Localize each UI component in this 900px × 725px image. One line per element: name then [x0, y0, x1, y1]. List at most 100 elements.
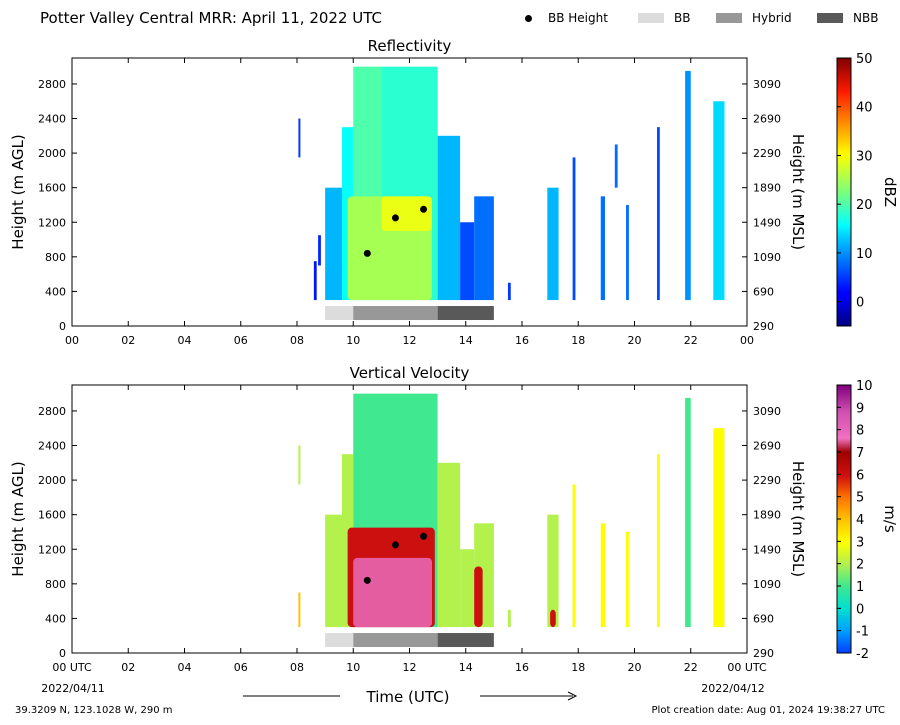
echo-core	[353, 557, 432, 628]
echo-core	[474, 566, 483, 628]
chart-title: Reflectivity	[368, 37, 452, 55]
bb-height-point	[363, 576, 371, 584]
x-tick-label: 18	[571, 334, 585, 347]
echo-region	[460, 549, 475, 628]
y-tick-label: 2000	[38, 147, 66, 160]
y-tick-label: 400	[45, 285, 66, 298]
x-tick-label: 06	[234, 334, 248, 347]
echo-region	[547, 514, 559, 628]
echo-region	[325, 187, 342, 301]
bb-swatch-icon	[638, 13, 664, 23]
legend-hybrid-label: Hybrid	[752, 11, 792, 25]
bb-height-point	[391, 214, 399, 222]
y-right-tick-label: 290	[753, 320, 774, 333]
echo-region	[713, 428, 725, 628]
x-tick-label: 08	[290, 661, 304, 674]
colorbar-tick-label: 1	[856, 580, 864, 595]
y-right-tick-label: 1490	[753, 216, 781, 229]
echo-region	[298, 445, 301, 485]
y-axis-label: Height (m AGL)	[9, 134, 27, 249]
echo-region	[325, 514, 342, 628]
y-axis-label-right: Height (m MSL)	[789, 134, 807, 250]
echo-region	[657, 454, 660, 628]
colorbar-tick-label: 4	[856, 513, 864, 528]
creation-date-label: Plot creation date: Aug 01, 2024 19:38:2…	[651, 705, 885, 716]
legend-hybrid: Hybrid	[716, 11, 792, 25]
echo-region	[474, 196, 494, 301]
y-right-tick-label: 290	[753, 647, 774, 660]
x-tick-label: 22	[684, 661, 698, 674]
x-tick-label: 14	[459, 334, 473, 347]
x-tick-label: 18	[571, 661, 585, 674]
colorbar-label: m/s	[881, 505, 899, 533]
x-tick-label: 14	[459, 661, 473, 674]
precip-type-segment	[353, 633, 438, 648]
y-right-tick-label: 2690	[753, 113, 781, 126]
bb-height-point	[391, 541, 399, 549]
y-right-tick-label: 1890	[753, 509, 781, 522]
x-tick-label: 00	[65, 334, 79, 347]
y-tick-label: 0	[59, 320, 66, 333]
x-tick-label: 20	[628, 661, 642, 674]
colorbar-tick-label: 9	[856, 401, 864, 416]
y-right-tick-label: 690	[753, 612, 774, 625]
y-tick-label: 800	[45, 578, 66, 591]
echo-region	[600, 196, 605, 301]
colorbar-label: dBZ	[881, 177, 899, 207]
date-start: 2022/04/11	[41, 682, 104, 695]
colorbar-tick-label: 50	[856, 52, 873, 67]
colorbar-tick-label: 6	[856, 468, 864, 483]
colorbar-tick-label: 3	[856, 535, 864, 550]
y-right-tick-label: 2290	[753, 474, 781, 487]
precip-type-segment	[325, 633, 354, 648]
colorbar-tick-label: 7	[856, 446, 864, 461]
x-tick-label: 00 UTC	[727, 661, 767, 674]
echo-region	[298, 592, 301, 628]
echo-region	[547, 187, 559, 301]
echo-region	[657, 127, 660, 301]
y-right-tick-label: 2690	[753, 440, 781, 453]
bb-height-marker-icon	[525, 14, 532, 22]
hybrid-swatch-icon	[716, 13, 742, 23]
y-right-tick-label: 3090	[753, 78, 781, 91]
legend-bb-label: BB	[674, 11, 691, 25]
legend-nbb-label: NBB	[853, 11, 879, 25]
y-tick-label: 1200	[38, 543, 66, 556]
y-tick-label: 1600	[38, 509, 66, 522]
legend-nbb: NBB	[817, 11, 878, 25]
y-right-tick-label: 1890	[753, 182, 781, 195]
x-tick-label: 16	[515, 661, 529, 674]
location-label: 39.3209 N, 123.1028 W, 290 m	[15, 705, 173, 716]
echo-region	[685, 397, 691, 628]
colorbar-tick-label: 10	[856, 379, 873, 394]
y-tick-label: 400	[45, 612, 66, 625]
y-axis-label-right: Height (m MSL)	[789, 461, 807, 577]
colorbar-tick-label: 40	[856, 101, 873, 116]
y-tick-label: 2000	[38, 474, 66, 487]
echo-region	[614, 144, 618, 188]
x-tick-label: 00 UTC	[52, 661, 92, 674]
echo-core	[550, 609, 556, 628]
colorbar-tick-label: 30	[856, 149, 873, 164]
echo-region	[507, 609, 511, 628]
x-axis-label: Time (UTC)	[366, 688, 450, 706]
x-tick-label: 00	[740, 334, 754, 347]
y-tick-label: 2800	[38, 405, 66, 418]
legend-bb-height-label: BB Height	[548, 11, 608, 25]
echo-region	[298, 118, 301, 158]
bb-height-point	[420, 532, 428, 540]
precip-type-segment	[437, 633, 494, 648]
x-tick-label: 06	[234, 661, 248, 674]
colorbar-tick-label: 5	[856, 491, 864, 506]
precip-type-segment	[353, 306, 438, 321]
colorbar-tick-label: 10	[856, 247, 873, 262]
echo-region	[437, 462, 461, 628]
date-end: 2022/04/12	[701, 682, 764, 695]
legend-bb-height: BB Height	[525, 11, 608, 25]
colorbar-tick-label: 8	[856, 424, 864, 439]
y-axis-label: Height (m AGL)	[9, 461, 27, 576]
x-tick-label: 02	[121, 661, 135, 674]
echo-region	[626, 204, 629, 301]
